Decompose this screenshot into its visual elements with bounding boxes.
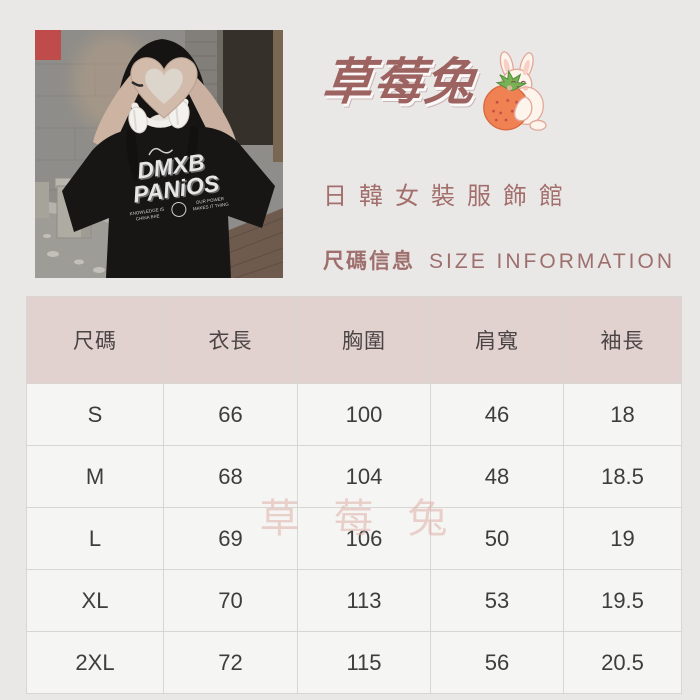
cell: 72 — [163, 631, 298, 694]
cell: 19 — [563, 507, 682, 570]
model-figure: DMXB DMXB PANiOS PANiOS KNOWLEDGE IS CHI… — [62, 39, 275, 278]
table-row-2xl: 2XL 72 115 56 20.5 — [26, 631, 682, 694]
brand-title: 草莓兔 — [319, 54, 479, 110]
tshirt-print: DMXB DMXB PANiOS PANiOS KNOWLEDGE IS CHI… — [129, 147, 230, 222]
cell: S — [26, 383, 164, 446]
cell: M — [26, 445, 164, 508]
svg-text:MAKES IT THING: MAKES IT THING — [193, 201, 230, 211]
svg-text:CHINA BAE: CHINA BAE — [135, 213, 159, 221]
cell: XL — [26, 569, 164, 632]
size-info-label-en: SIZE INFORMATION — [429, 250, 675, 273]
black-tshirt — [62, 120, 275, 278]
bracelet — [131, 80, 144, 87]
size-info-label-zh: 尺碼信息 — [323, 250, 416, 273]
table-row-xl: XL 70 113 53 19.5 — [26, 569, 682, 632]
col-header-length: 衣長 — [163, 296, 298, 384]
cell: 53 — [430, 569, 564, 632]
cell: 69 — [163, 507, 298, 570]
cell: 50 — [430, 507, 564, 570]
left-forearm — [93, 72, 142, 152]
cell: 68 — [163, 445, 298, 508]
product-photo: DMXB DMXB PANiOS PANiOS KNOWLEDGE IS CHI… — [35, 30, 283, 278]
col-header-size: 尺碼 — [26, 296, 164, 384]
size-table-header-row: 尺碼 衣長 胸圍 肩寬 袖長 — [26, 296, 682, 384]
cell: 46 — [430, 383, 564, 446]
cell: 18.5 — [563, 445, 682, 508]
table-row-s: S 66 100 46 18 — [26, 383, 682, 446]
cell: 106 — [297, 507, 431, 570]
cell: 70 — [163, 569, 298, 632]
product-photo-art: DMXB DMXB PANiOS PANiOS KNOWLEDGE IS CHI… — [35, 30, 283, 278]
size-table: 尺碼 衣長 胸圍 肩寬 袖長 S 66 100 46 18 M 68 104 4… — [26, 296, 682, 694]
cell: 104 — [297, 445, 431, 508]
size-information-heading: 尺碼信息 SIZE INFORMATION — [323, 245, 675, 275]
cell: 48 — [430, 445, 564, 508]
table-row-l: L 69 106 50 19 — [26, 507, 682, 570]
cell: 66 — [163, 383, 298, 446]
rabbit-face — [506, 80, 529, 91]
heart-hands — [130, 57, 198, 119]
cell: 19.5 — [563, 569, 682, 632]
table-row-m: M 68 104 48 18.5 — [26, 445, 682, 508]
cell: 18 — [563, 383, 682, 446]
cell: 56 — [430, 631, 564, 694]
cell: L — [26, 507, 164, 570]
cell: 20.5 — [563, 631, 682, 694]
rabbit-arm — [513, 96, 533, 122]
strawberry-rabbit-icon — [474, 48, 554, 141]
brand-subtitle: 日韓女裝服飾館 — [323, 183, 575, 210]
col-header-bust: 胸圍 — [297, 296, 431, 384]
cell: 100 — [297, 383, 431, 446]
cell: 115 — [297, 631, 431, 694]
svg-text:KNOWLEDGE IS: KNOWLEDGE IS — [129, 207, 164, 217]
pebbles — [43, 234, 105, 273]
red-wall-block — [35, 30, 61, 60]
cell: 113 — [297, 569, 431, 632]
svg-text:OUR POWER: OUR POWER — [196, 196, 225, 205]
cell: 2XL — [26, 631, 164, 694]
col-header-sleeve: 袖長 — [563, 296, 682, 384]
col-header-shoulder: 肩寬 — [430, 296, 564, 384]
